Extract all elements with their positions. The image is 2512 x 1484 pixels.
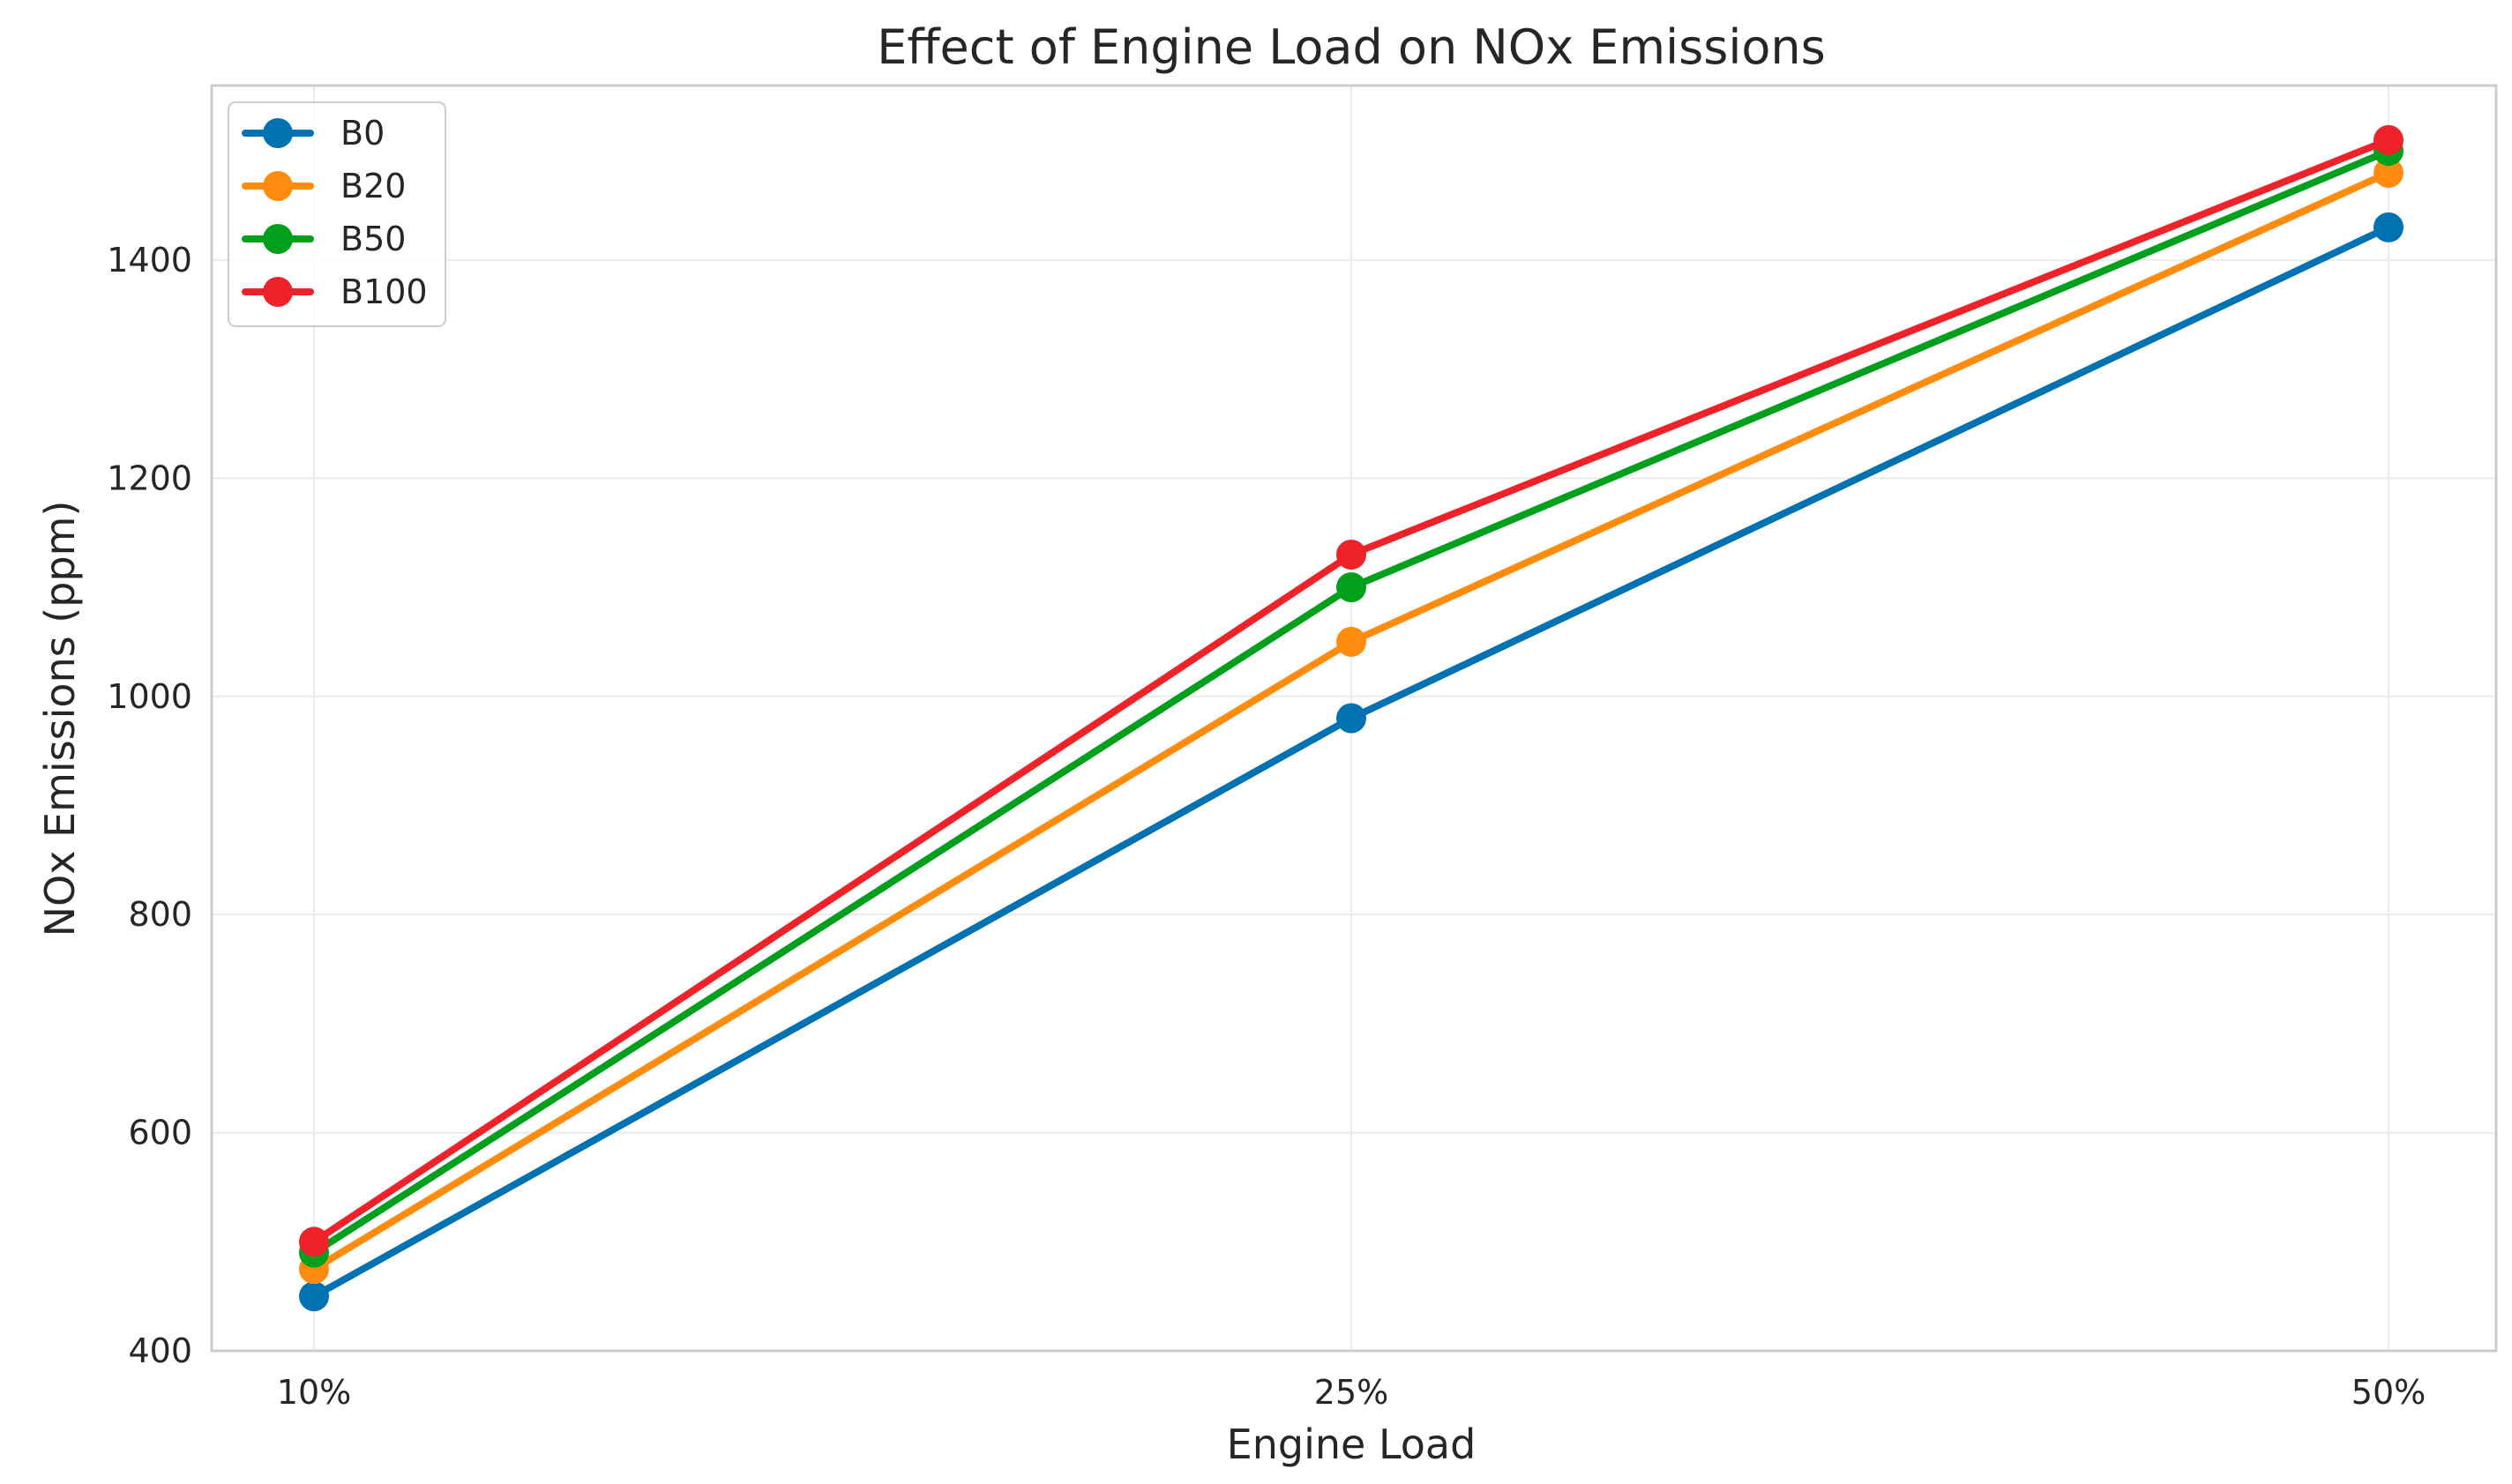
legend-label: B100 [340, 272, 428, 311]
data-point-b100 [2374, 124, 2404, 155]
legend-item-b0: B0 [242, 114, 385, 153]
series-layer [299, 124, 2404, 1312]
y-tick-label: 600 [128, 1114, 192, 1152]
legend-swatch-marker [263, 171, 293, 201]
series-b0 [299, 212, 2404, 1312]
chart-title: Effect of Engine Load on NOx Emissions [877, 19, 1826, 75]
y-tick-labels: 400 600 800 1000 1200 1400 [107, 241, 192, 1370]
y-tick-label: 1000 [107, 677, 192, 716]
x-tick-labels: 10% 25% 50% [277, 1373, 2426, 1412]
y-tick-label: 800 [128, 895, 192, 934]
data-point-b100 [299, 1227, 329, 1257]
x-tick-label: 50% [2351, 1373, 2426, 1412]
data-point-b20 [1336, 626, 1366, 657]
x-axis-label: Engine Load [1227, 1421, 1477, 1468]
x-tick-label: 25% [1314, 1373, 1388, 1412]
legend-swatch-marker [263, 277, 293, 307]
y-tick-label: 1400 [107, 241, 192, 280]
legend-items: B0 B20 B50 B100 [242, 114, 428, 311]
data-point-b50 [1336, 572, 1366, 603]
legend-label: B0 [340, 114, 385, 153]
legend-box [228, 101, 446, 327]
data-point-b0 [1336, 703, 1366, 734]
data-point-b20 [2374, 157, 2404, 188]
x-tick-label: 10% [277, 1373, 351, 1412]
y-tick-label: 400 [128, 1331, 192, 1370]
legend-swatch-marker [263, 118, 293, 148]
legend-item-b100: B100 [242, 272, 428, 311]
legend-label: B20 [340, 167, 406, 205]
legend-label: B50 [340, 220, 406, 258]
data-point-b0 [299, 1281, 329, 1312]
data-point-b0 [2374, 212, 2404, 242]
y-tick-label: 1200 [107, 459, 192, 497]
axes-frame [210, 84, 2498, 1353]
series-b100 [299, 124, 2404, 1257]
legend-item-b20: B20 [242, 167, 406, 205]
y-axis-label: NOx Emissions (ppm) [36, 501, 84, 937]
legend-item-b50: B50 [242, 220, 406, 258]
legend: B0 B20 B50 B100 [228, 101, 446, 327]
data-point-b100 [1336, 539, 1366, 570]
legend-swatch-marker [263, 224, 293, 254]
